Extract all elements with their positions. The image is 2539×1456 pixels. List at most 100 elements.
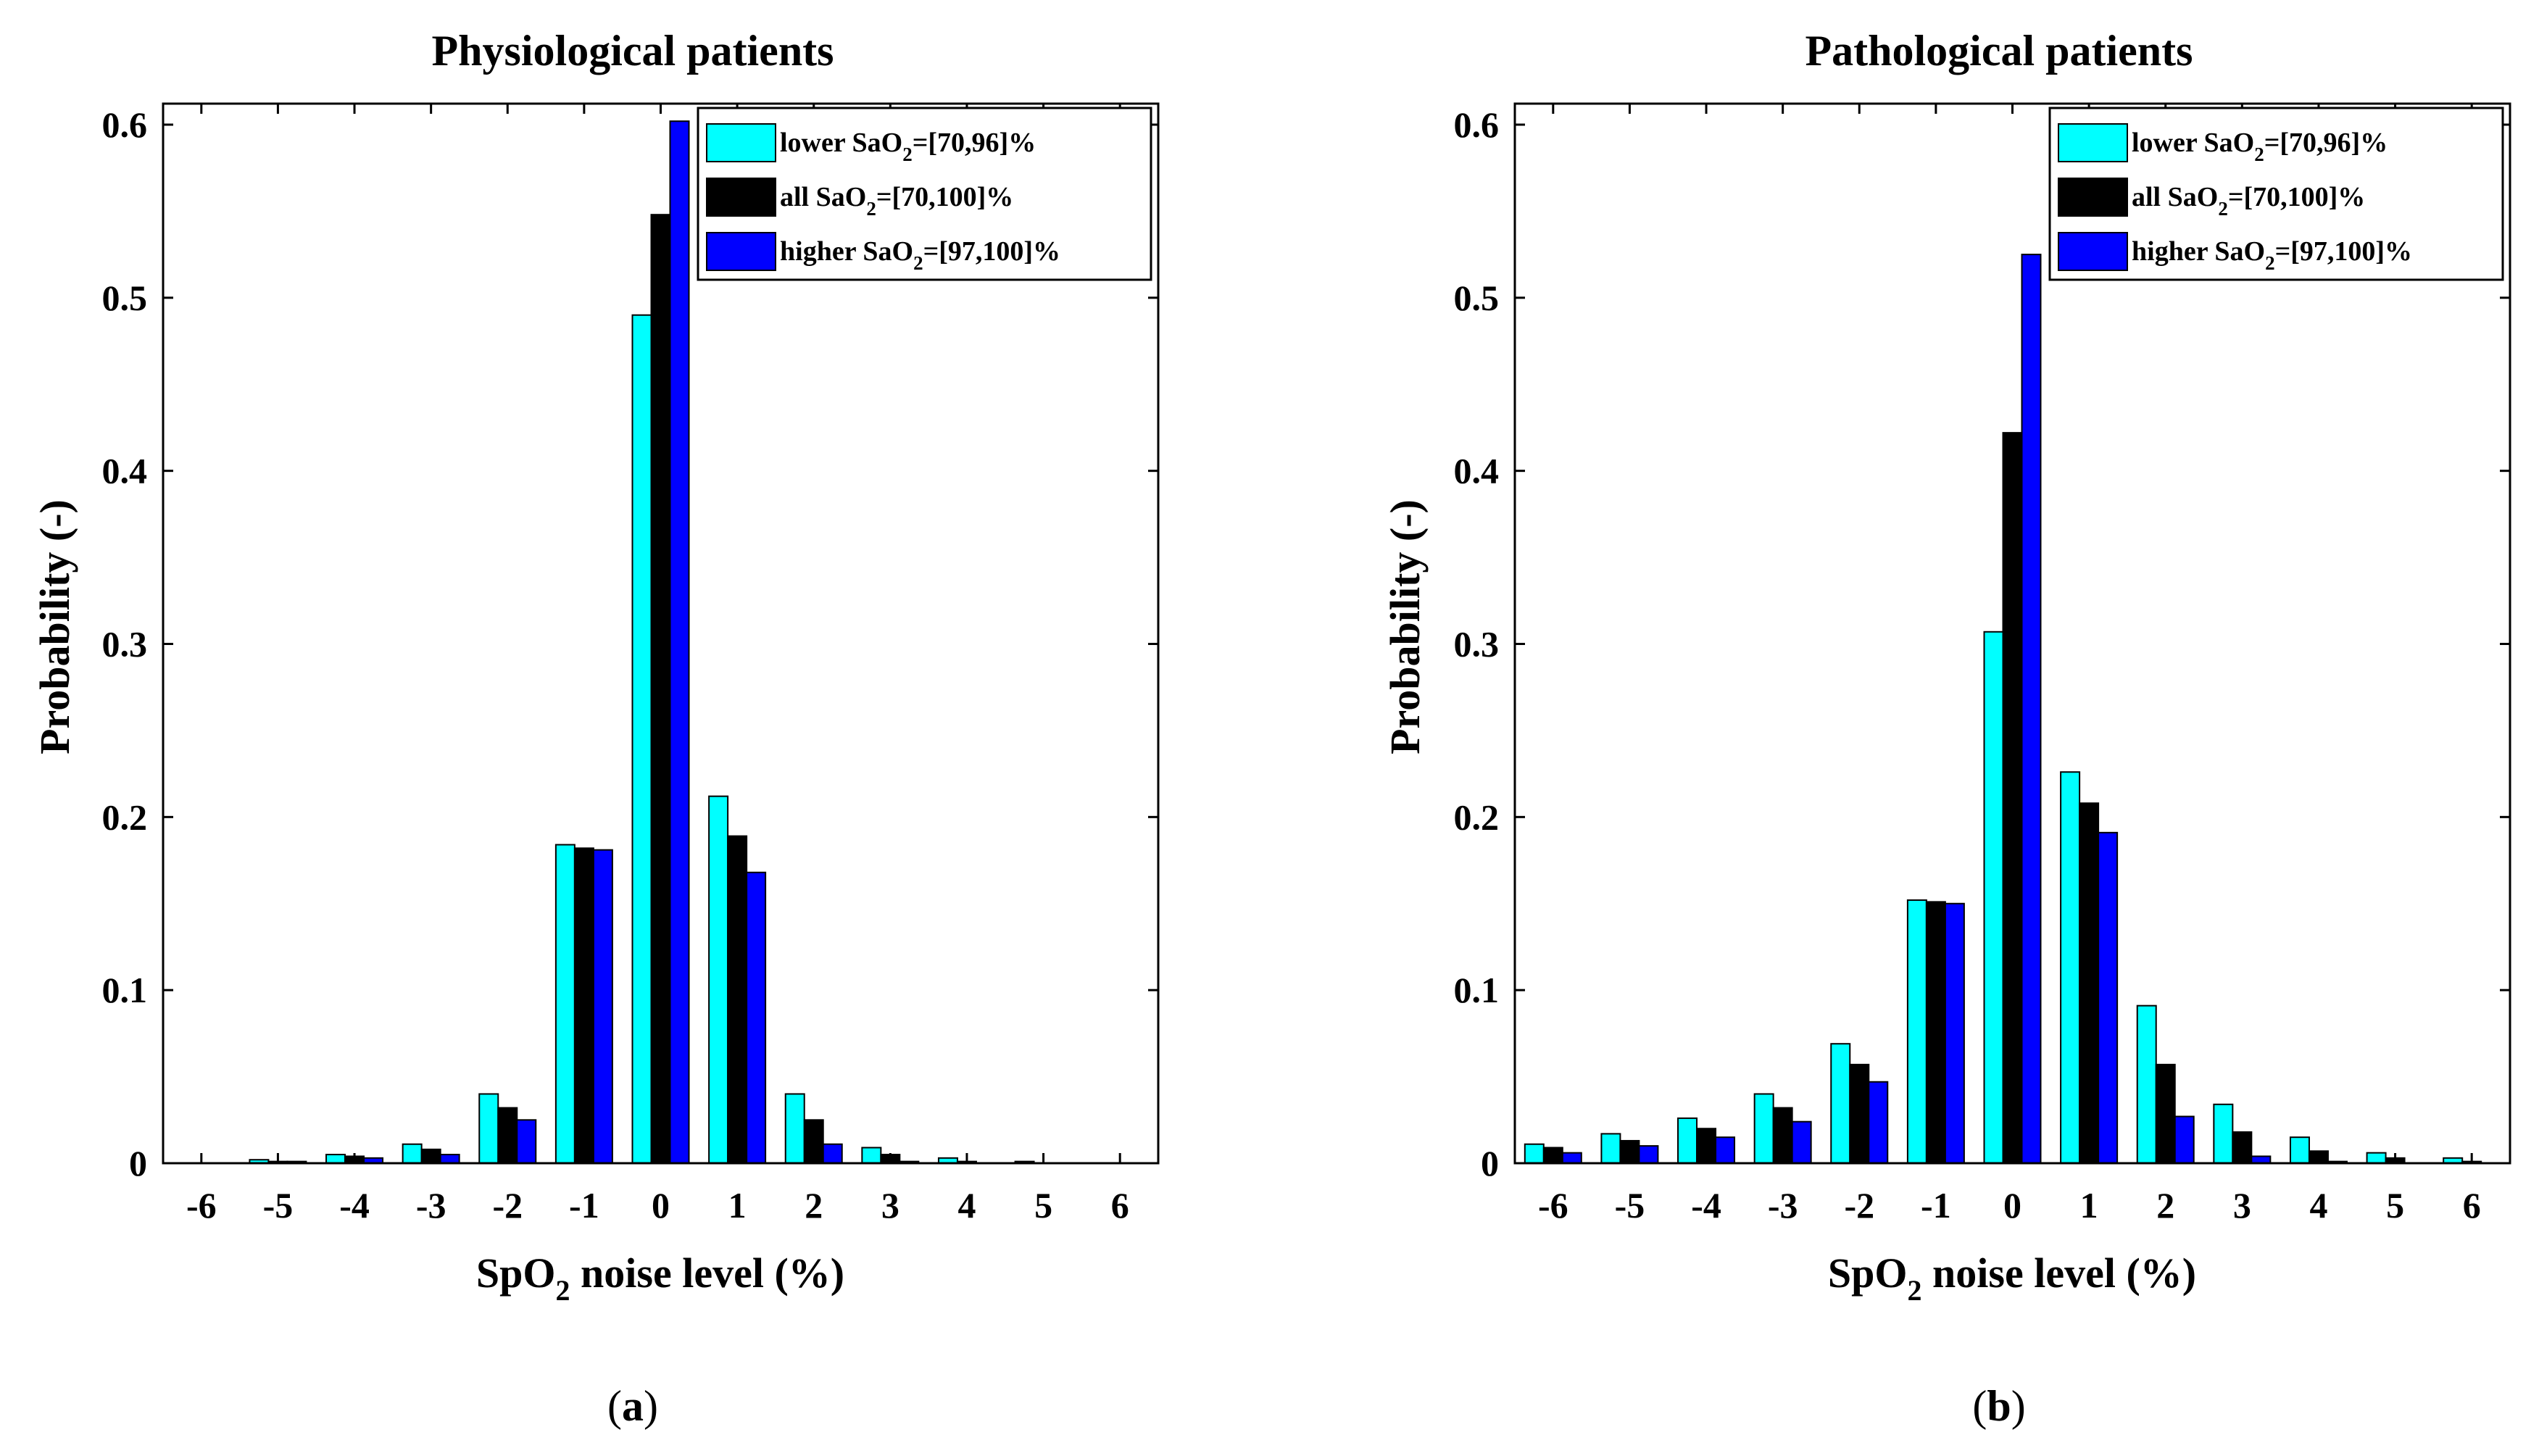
- x-tick-label: 5: [2386, 1185, 2404, 1226]
- bar: [2021, 254, 2042, 1164]
- chart-title: Physiological patients: [431, 27, 834, 75]
- chart-pathological-patients: Pathological patients Probability (-) 00…: [1381, 27, 2511, 1430]
- bar: [1830, 1043, 1851, 1164]
- bar: [784, 1093, 805, 1165]
- panel-label-letter: a: [622, 1382, 644, 1430]
- bar: [2289, 1136, 2310, 1165]
- legend-entry: lower SaO2=[70,96]%: [2132, 128, 2388, 165]
- x-tick-label: 4: [957, 1185, 976, 1226]
- bar: [402, 1143, 423, 1165]
- bar: [1715, 1136, 1736, 1165]
- bar: [727, 835, 748, 1164]
- bar: [592, 849, 613, 1164]
- x-axis-label-post: noise level (%): [570, 1249, 845, 1297]
- bar: [1849, 1063, 1870, 1164]
- legend-swatch: [2058, 178, 2128, 217]
- x-tick-label: -6: [186, 1185, 217, 1226]
- tick-marks: [1515, 104, 2510, 1165]
- bar: [1983, 631, 2004, 1164]
- x-tick-label: 1: [2080, 1185, 2098, 1226]
- legend-swatch: [706, 123, 776, 162]
- bar: [669, 120, 690, 1164]
- legend: lower SaO2=[70,96]% all SaO2=[70,100]% hig…: [2048, 107, 2504, 281]
- y-axis-label: Probability (-): [1381, 499, 1429, 754]
- bar: [1524, 1143, 1545, 1165]
- bar: [1925, 901, 1946, 1165]
- bar: [822, 1143, 843, 1165]
- x-tick-label: -4: [339, 1185, 370, 1226]
- y-tick-label: 0.5: [1454, 278, 1500, 318]
- bar: [631, 314, 652, 1164]
- y-tick-labels: 0 0.1 0.2 0.3 0.4 0.5 0.6: [1454, 104, 1500, 1183]
- y-tick-label: 0.4: [102, 451, 148, 491]
- x-tick-label: -1: [569, 1185, 599, 1226]
- bar: [1677, 1117, 1698, 1164]
- bar: [1868, 1081, 1889, 1164]
- bar: [2366, 1152, 2387, 1165]
- legend-swatch: [706, 232, 776, 271]
- bar: [2155, 1063, 2176, 1164]
- x-tick-label: -5: [1615, 1185, 1645, 1226]
- bar: [2174, 1115, 2195, 1165]
- bar: [2213, 1103, 2234, 1164]
- bar: [1638, 1145, 1659, 1165]
- x-tick-label: 2: [2156, 1185, 2174, 1226]
- bar: [325, 1154, 346, 1165]
- x-tick-label: 0: [652, 1185, 670, 1226]
- y-tick-label: 0.1: [1454, 970, 1500, 1010]
- bar: [861, 1147, 882, 1165]
- bar: [1791, 1120, 1812, 1165]
- bar: [478, 1093, 499, 1165]
- bar: [2136, 1004, 2157, 1164]
- x-tick-label: 3: [2233, 1185, 2251, 1226]
- bar: [2060, 771, 2081, 1164]
- x-tick-label: 2: [805, 1185, 823, 1226]
- x-tick-label: -1: [1921, 1185, 1951, 1226]
- bar: [1600, 1133, 1621, 1164]
- legend: lower SaO2=[70,96]% all SaO2=[70,100]% hig…: [697, 107, 1152, 281]
- bar: [516, 1119, 537, 1164]
- y-axis-label: Probability (-): [31, 499, 78, 754]
- x-tick-label: -2: [1844, 1185, 1874, 1226]
- x-tick-label: -5: [263, 1185, 294, 1226]
- x-tick-label: -4: [1691, 1185, 1721, 1226]
- panel-label-letter: b: [1987, 1382, 2011, 1430]
- legend-entry: lower SaO2=[70,96]%: [780, 128, 1036, 165]
- bar: [650, 214, 671, 1164]
- bars: [1524, 254, 2482, 1165]
- y-tick-label: 0.3: [102, 624, 148, 665]
- y-tick-label: 0.4: [1454, 451, 1500, 491]
- x-tick-label: 4: [2309, 1185, 2327, 1226]
- bar: [2002, 432, 2023, 1164]
- bar: [1906, 899, 1927, 1165]
- y-tick-label: 0.3: [1454, 624, 1500, 665]
- x-tick-label: -3: [416, 1185, 446, 1226]
- x-axis-label-sub: 2: [556, 1274, 570, 1307]
- bar: [2098, 831, 2119, 1165]
- bar: [746, 871, 767, 1164]
- legend-entry: all SaO2=[70,100]%: [2132, 182, 2365, 220]
- bar: [2079, 802, 2100, 1165]
- legend-entry: higher SaO2=[97,100]%: [2132, 236, 2412, 274]
- legend-swatch: [2058, 232, 2128, 271]
- x-tick-label: 6: [2463, 1185, 2481, 1226]
- bar: [1753, 1093, 1774, 1165]
- bar: [708, 795, 729, 1164]
- x-tick-label: 0: [2003, 1185, 2021, 1226]
- y-tick-label: 0.2: [1454, 796, 1500, 837]
- x-tick-label: -6: [1538, 1185, 1568, 1226]
- legend-swatch: [706, 178, 776, 217]
- bar: [1944, 902, 1965, 1164]
- legend-entry: higher SaO2=[97,100]%: [780, 236, 1060, 274]
- panel-label: (a): [607, 1382, 658, 1430]
- x-axis-label-pre: SpO: [476, 1249, 556, 1297]
- x-tick-label: 6: [1111, 1185, 1129, 1226]
- bars: [249, 120, 1035, 1165]
- y-tick-label: 0.5: [102, 278, 148, 318]
- x-tick-labels: -6 -5 -4 -3 -2 -1 0 1 2 3 4 5 6: [1538, 1185, 2481, 1226]
- bar: [554, 844, 575, 1164]
- x-axis-label-post: noise level (%): [1922, 1249, 2197, 1297]
- legend-swatch: [2058, 123, 2128, 162]
- legend-entry: all SaO2=[70,100]%: [780, 182, 1013, 220]
